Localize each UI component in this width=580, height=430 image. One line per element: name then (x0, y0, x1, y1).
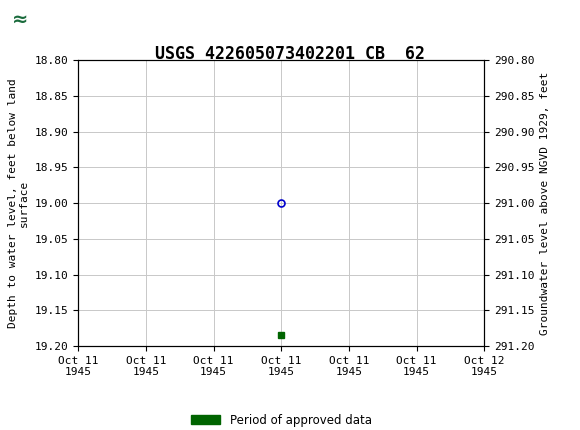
Text: USGS: USGS (44, 10, 99, 28)
Text: USGS 422605073402201 CB  62: USGS 422605073402201 CB 62 (155, 45, 425, 63)
Legend: Period of approved data: Period of approved data (186, 409, 376, 430)
FancyBboxPatch shape (6, 4, 75, 34)
Y-axis label: Depth to water level, feet below land
surface: Depth to water level, feet below land su… (8, 78, 29, 328)
Y-axis label: Groundwater level above NGVD 1929, feet: Groundwater level above NGVD 1929, feet (540, 71, 550, 335)
Text: ≈: ≈ (12, 9, 28, 28)
